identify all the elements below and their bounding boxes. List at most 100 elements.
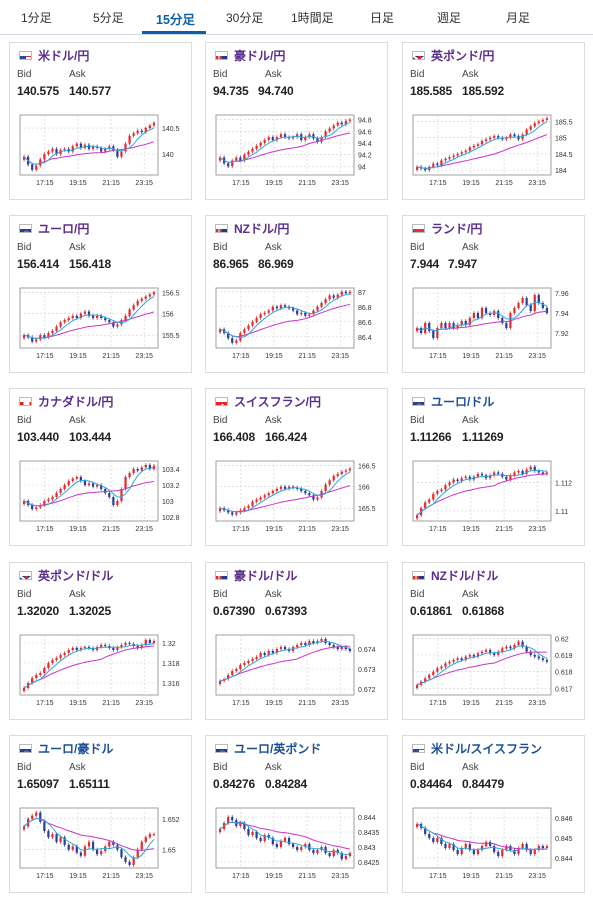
ask-value: 0.61868: [462, 604, 504, 618]
mini-chart[interactable]: 1.652 1.65 17:15 19:15 21:15 23:15: [10, 796, 193, 896]
tab-1min[interactable]: 1分足: [21, 11, 52, 25]
mini-chart[interactable]: 0.62 0.619 0.618 0.617 17:15 19:15 21:15 23:15: [403, 623, 586, 723]
currency-card[interactable]: カナダドル/円 Bid Ask 103.440 103.444 103.4 103.2 103…: [9, 388, 192, 546]
pair-title-link[interactable]: 米ドル/スイスフラン: [431, 742, 542, 756]
currency-card[interactable]: ユーロ/円 Bid Ask 156.414 156.418 156.5 156 155.5 17…: [9, 215, 192, 373]
pair-title-link[interactable]: 英ポンド/円: [431, 49, 495, 63]
currency-card[interactable]: ユーロ/ドル Bid Ask 1.11266 1.11269 1.112 1.11 17:15…: [402, 388, 585, 546]
currency-card[interactable]: 英ポンド/ドル Bid Ask 1.32020 1.32025 1.32 1.318 1.31…: [9, 562, 192, 720]
candle-body: [320, 137, 323, 142]
candle-body: [47, 831, 50, 838]
moving-average-long: [219, 303, 351, 338]
pair-title-link[interactable]: 豪ドル/円: [234, 49, 286, 63]
candle-body: [489, 137, 492, 140]
candle-body: [275, 306, 278, 309]
bid-value: 0.84464: [410, 777, 452, 791]
tab-30min[interactable]: 30分足: [226, 11, 264, 25]
candle-body: [120, 489, 123, 501]
candle-body: [67, 318, 70, 321]
pair-title-link[interactable]: 米ドル/円: [38, 49, 90, 63]
pair-title-link[interactable]: ランド/円: [431, 222, 483, 236]
pair-title-link[interactable]: ユーロ/円: [38, 222, 90, 236]
pair-title-link[interactable]: ユーロ/ドル: [431, 395, 495, 409]
candle-body: [247, 325, 250, 330]
currency-card[interactable]: 米ドル/円 Bid Ask 140.575 140.577 140.5 140 17:15 19…: [9, 42, 192, 200]
timeframe-tabs: 1分足 5分足 15分足 30分足 1時間足 日足 週足 月足: [0, 0, 593, 35]
currency-card[interactable]: スイスフラン/円 Bid Ask 166.408 166.424 166.5 166 165.…: [205, 388, 388, 546]
mini-chart[interactable]: 0.846 0.845 0.844 17:15 19:15 21:15 23:15: [403, 796, 586, 896]
pair-title-link[interactable]: 英ポンド/ドル: [38, 569, 114, 583]
candle-body: [517, 848, 520, 854]
mini-chart[interactable]: 166.5 166 165.5 17:15 19:15 21:15 23:15: [206, 449, 389, 549]
pair-title-link[interactable]: スイスフラン/円: [234, 395, 321, 409]
pair-title-link[interactable]: 豪ドル/ドル: [234, 569, 298, 583]
candle-body: [328, 643, 331, 645]
pair-title-link[interactable]: NZドル/円: [234, 222, 290, 236]
currency-card[interactable]: 豪ドル/円 Bid Ask 94.735 94.740 94.8 94.6 94.4 94.2 9…: [205, 42, 388, 200]
mini-chart[interactable]: 156.5 156 155.5 17:15 19:15 21:15 23:15: [10, 276, 193, 376]
candle-body: [497, 852, 500, 856]
candle-body: [251, 832, 254, 835]
candle-body: [251, 501, 254, 506]
us-flag-icon: [19, 51, 32, 60]
candle-body: [533, 850, 536, 854]
mini-chart[interactable]: 94.8 94.6 94.4 94.2 94 17:15 19:15 21:15 23:15: [206, 103, 389, 203]
mini-chart[interactable]: 1.32 1.318 1.316 17:15 19:15 21:15 23:15: [10, 623, 193, 723]
mini-chart[interactable]: 103.4 103.2 103 102.8 17:15 19:15 21:15 23:15: [10, 449, 193, 549]
tab-weekly[interactable]: 週足: [437, 11, 462, 25]
mini-chart[interactable]: 0.844 0.8435 0.843 0.8425 17:15 19:15 21:15 23:…: [206, 796, 389, 896]
tab-15min[interactable]: 15分足: [156, 13, 195, 27]
currency-card[interactable]: 豪ドル/ドル Bid Ask 0.67390 0.67393 0.674 0.673 0.67…: [205, 562, 388, 720]
moving-average-short: [417, 121, 548, 170]
candle-body: [308, 493, 311, 496]
x-tick-label: 21:15: [495, 700, 513, 707]
pair-title-link[interactable]: NZドル/ドル: [431, 569, 499, 583]
pair-title-link[interactable]: カナダドル/円: [38, 395, 114, 409]
currency-card[interactable]: 英ポンド/円 Bid Ask 185.585 185.592 185.5 185 184.5 1…: [402, 42, 585, 200]
x-tick-label: 19:15: [462, 526, 480, 533]
mini-chart[interactable]: 7.96 7.94 7.92 17:15 19:15 21:15 23:15: [403, 276, 586, 376]
currency-card[interactable]: 米ドル/スイスフラン Bid Ask 0.84464 0.84479 0.846 0.845…: [402, 735, 585, 893]
candle-body: [324, 484, 327, 491]
candle-body: [22, 826, 26, 830]
candle-body: [493, 136, 496, 138]
currency-card[interactable]: ランド/円 Bid Ask 7.944 7.947 7.96 7.94 7.92 17:15 19…: [402, 215, 585, 373]
candle-body: [493, 653, 496, 655]
mini-chart[interactable]: 1.112 1.11 17:15 19:15 21:15 23:15: [403, 449, 586, 549]
candle-body: [128, 473, 131, 477]
candle-body: [324, 299, 327, 303]
x-tick-label: 17:15: [232, 700, 250, 707]
mini-chart[interactable]: 140.5 140 17:15 19:15 21:15 23:15: [10, 103, 193, 203]
candle-body: [497, 311, 500, 318]
tab-monthly[interactable]: 月足: [506, 11, 531, 25]
mini-chart[interactable]: 0.674 0.673 0.672 17:15 19:15 21:15 23:15: [206, 623, 389, 723]
tab-5min[interactable]: 5分足: [93, 11, 124, 25]
currency-card[interactable]: ユーロ/英ポンド Bid Ask 0.84276 0.84284 0.844 0.8435 0…: [205, 735, 388, 893]
candle-body: [340, 853, 343, 859]
candle-body: [55, 493, 58, 497]
candle-body: [328, 128, 331, 132]
currency-card[interactable]: ユーロ/豪ドル Bid Ask 1.65097 1.65111 1.652 1.65 17:1…: [9, 735, 192, 893]
x-tick-label: 23:15: [528, 353, 546, 360]
candle-body: [332, 125, 335, 129]
candle-body: [71, 146, 74, 152]
candle-body: [320, 303, 323, 307]
bid-value: 1.65097: [17, 777, 59, 791]
x-tick-label: 17:15: [36, 873, 54, 880]
candle-body: [136, 130, 139, 134]
ask-value: 7.947: [448, 257, 478, 271]
mini-chart[interactable]: 185.5 185 184.5 184 17:15 19:15 21:15 23:15: [403, 103, 586, 203]
x-tick-label: 17:15: [232, 873, 250, 880]
candle-body: [43, 501, 46, 505]
mini-chart[interactable]: 87 86.8 86.6 86.4 17:15 19:15 21:15 23:15: [206, 276, 389, 376]
tab-1hour[interactable]: 1時間足: [291, 11, 334, 25]
candle-body: [218, 681, 222, 684]
pair-title-link[interactable]: ユーロ/豪ドル: [38, 742, 114, 756]
candle-body: [275, 488, 278, 491]
currency-card[interactable]: NZドル/円 Bid Ask 86.965 86.969 87 86.8 86.6 86.4 17…: [205, 215, 388, 373]
tab-daily[interactable]: 日足: [370, 11, 395, 25]
currency-card[interactable]: NZドル/ドル Bid Ask 0.61861 0.61868 0.62 0.619 0.61…: [402, 562, 585, 720]
bid-value: 103.440: [17, 430, 59, 444]
pair-title-link[interactable]: ユーロ/英ポンド: [234, 742, 322, 756]
candle-body: [424, 502, 427, 509]
